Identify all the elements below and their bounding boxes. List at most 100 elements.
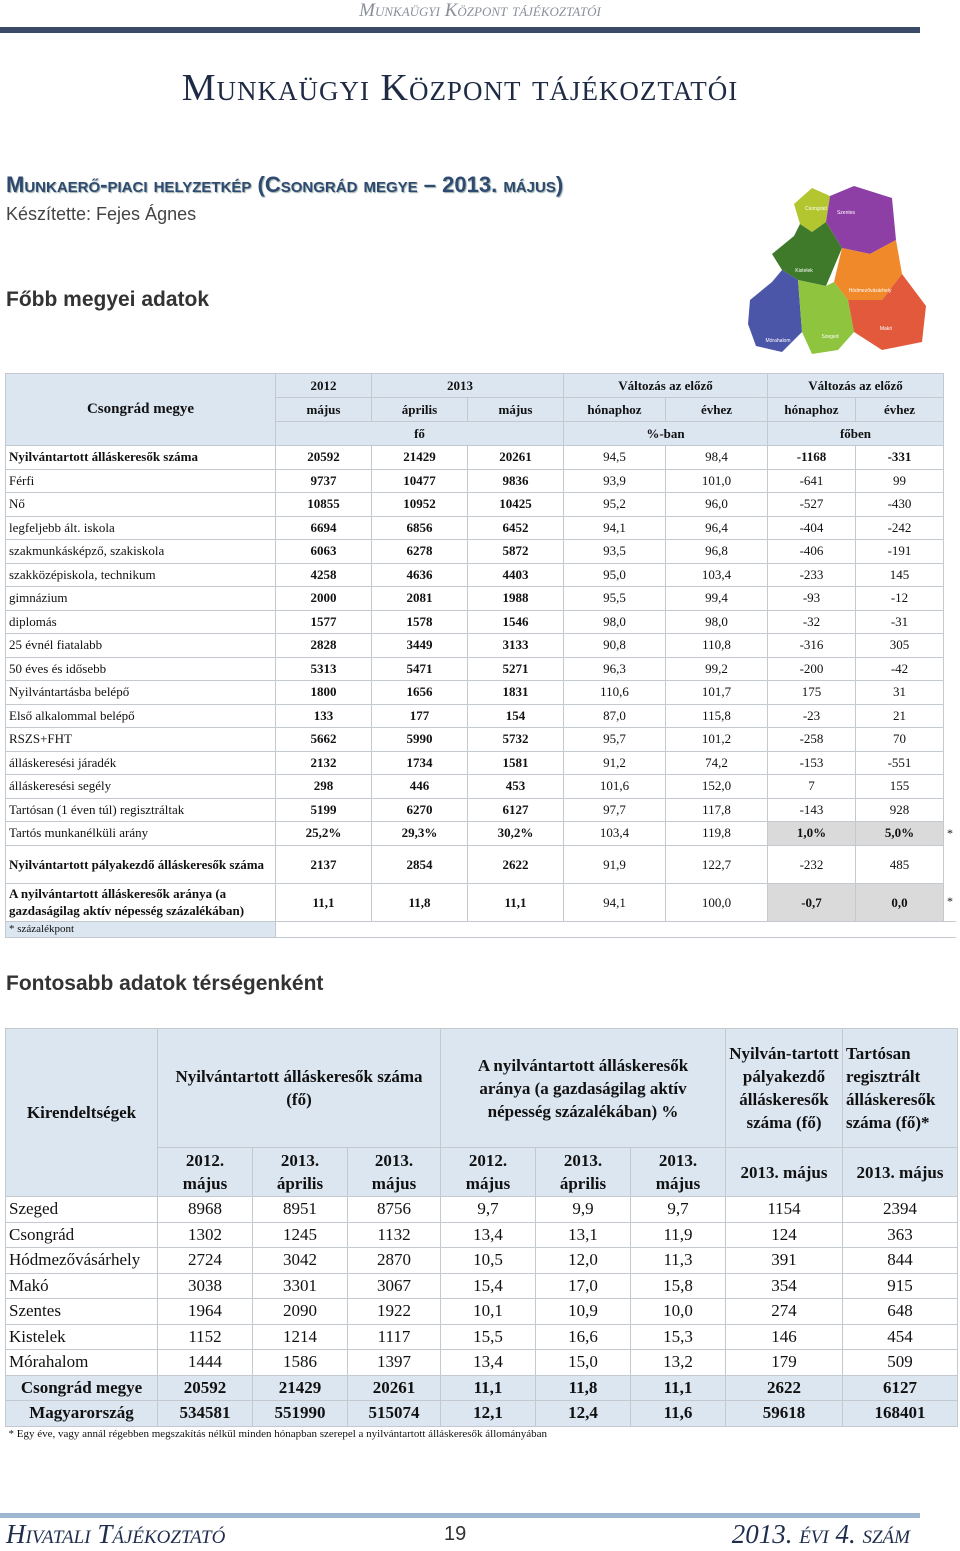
note-mark: * — [947, 894, 953, 909]
spacer — [944, 798, 957, 822]
header-cell: évhez — [665, 397, 768, 422]
cell: 152,0 — [665, 774, 768, 799]
cell: 9,7 — [440, 1196, 536, 1223]
cell: 453 — [467, 774, 564, 799]
table-row: RSZS+FHT 5662 5990 5732 95,7 101,2 -258 70 — [5, 727, 957, 752]
cell: 15,4 — [440, 1272, 536, 1299]
cell: 6856 — [371, 515, 468, 540]
cell: 94,5 — [563, 445, 666, 470]
cell: 6127 — [842, 1374, 958, 1401]
cell: 110,6 — [563, 680, 666, 705]
table-row: * Egy éve, vagy annál régebben megszakít… — [6, 1426, 958, 1442]
header-cell: Változás az előző — [767, 373, 944, 398]
row-label: gimnázium — [5, 586, 276, 611]
running-title: Munkaügyi Központ tájékoztatói — [359, 0, 601, 21]
table-row: gimnázium 2000 2081 1988 95,5 99,4 -93 -12 — [5, 586, 957, 611]
cell: -242 — [855, 515, 944, 540]
map-label: Csongrád — [805, 206, 827, 212]
section-title: Munkaerő-piaci helyzetkép (Csongrád megy… — [6, 172, 564, 197]
cell: 534581 — [157, 1400, 253, 1427]
county-table: Csongrád megye 2012 2013 Változás az elő… — [5, 373, 956, 938]
spacer — [944, 469, 957, 493]
cell: 1117 — [347, 1323, 441, 1350]
cell: 9836 — [467, 468, 564, 493]
cell: 2828 — [275, 633, 372, 658]
cell: 10952 — [371, 492, 468, 517]
header-cell: április — [371, 397, 468, 422]
spacer — [944, 751, 957, 775]
table-row: diplomás 1577 1578 1546 98,0 98,0 -32 -31 — [5, 609, 957, 634]
cell: 97,7 — [563, 797, 666, 822]
map-label: Kistelek — [795, 268, 813, 274]
cell: 8968 — [157, 1196, 253, 1223]
row-label: Szeged — [5, 1196, 158, 1223]
cell: 1152 — [157, 1323, 253, 1350]
cell: 10425 — [467, 492, 564, 517]
cell: 145 — [855, 562, 944, 587]
row-label: Csongrád megye — [5, 1374, 158, 1401]
table-row: Hódmezővásárhely 2724 3042 2870 10,5 12,0 11,3… — [5, 1247, 958, 1274]
cell: 21 — [855, 703, 944, 728]
region — [748, 270, 802, 352]
cell: 95,7 — [563, 727, 666, 752]
cell: 354 — [725, 1272, 843, 1299]
cell: 91,9 — [563, 844, 666, 884]
table-row: Tartós munkanélküli arány 25,2% 29,3% 30,2%… — [5, 821, 957, 846]
table-row: Szeged 8968 8951 8756 9,7 9,9 9,7 1154 2394 — [5, 1196, 958, 1223]
cell: 17,0 — [535, 1272, 631, 1299]
cell: 2090 — [252, 1298, 348, 1325]
row-label: Csongrád — [5, 1221, 158, 1248]
cell: 154 — [467, 703, 564, 728]
cell: 1734 — [371, 750, 468, 775]
cell: 101,0 — [665, 468, 768, 493]
table-row: szakközépiskola, technikum 4258 4636 4403 95… — [5, 562, 957, 587]
cell: 1132 — [347, 1221, 441, 1248]
spacer — [944, 657, 957, 681]
cell: -191 — [855, 539, 944, 564]
cell: 1397 — [347, 1349, 441, 1376]
cell: -404 — [767, 515, 856, 540]
cell: 391 — [725, 1247, 843, 1274]
cell: 90,8 — [563, 633, 666, 658]
cell: -31 — [855, 609, 944, 634]
cell: 11,9 — [630, 1221, 726, 1248]
cell: 98,4 — [665, 445, 768, 470]
cell: 4258 — [275, 562, 372, 587]
row-label: Férfi — [5, 468, 276, 493]
cell: 928 — [855, 797, 944, 822]
cell: 5990 — [371, 727, 468, 752]
cell: 95,0 — [563, 562, 666, 587]
cell: 98,0 — [563, 609, 666, 634]
cell: 93,9 — [563, 468, 666, 493]
header-cell: 2013 — [371, 373, 564, 398]
cell: 15,0 — [535, 1349, 631, 1376]
spacer — [275, 920, 956, 938]
table-row: Nyilvántartásba belépő 1800 1656 1831 110,6 1… — [5, 680, 957, 705]
cell: -12 — [855, 586, 944, 611]
table-row: május április május hónaphoz évhez hónaphoz év… — [6, 397, 957, 422]
table-row: Szentes 1964 2090 1922 10,1 10,9 10,0 274 648 — [5, 1298, 958, 1325]
cell: 485 — [855, 844, 944, 884]
header-cell: %-ban — [563, 421, 768, 446]
table-row: szakmunkásképző, szakiskola 6063 6278 5872 9… — [5, 539, 957, 564]
cell: 1800 — [275, 680, 372, 705]
cell: 3301 — [252, 1272, 348, 1299]
cell: -0,7 — [767, 882, 856, 922]
cell: 177 — [371, 703, 468, 728]
row-label: Nyilvántartott álláskeresők száma — [5, 445, 276, 470]
row-label: Tartósan (1 éven túl) regisztráltak — [5, 797, 276, 822]
cell: 3449 — [371, 633, 468, 658]
cell: -153 — [767, 750, 856, 775]
header-cell: Kirendeltségek — [5, 1028, 158, 1197]
spacer — [944, 845, 957, 883]
header-cell: Tartósan regisztrált álláskeresők száma … — [842, 1028, 958, 1148]
region — [848, 274, 926, 350]
cell: 124 — [725, 1221, 843, 1248]
cell: 1214 — [252, 1323, 348, 1350]
cell: 446 — [371, 774, 468, 799]
cell: 87,0 — [563, 703, 666, 728]
heading: Főbb megyei adatok — [6, 288, 210, 311]
spacer — [944, 775, 957, 799]
header-cell: hónaphoz — [563, 397, 666, 422]
